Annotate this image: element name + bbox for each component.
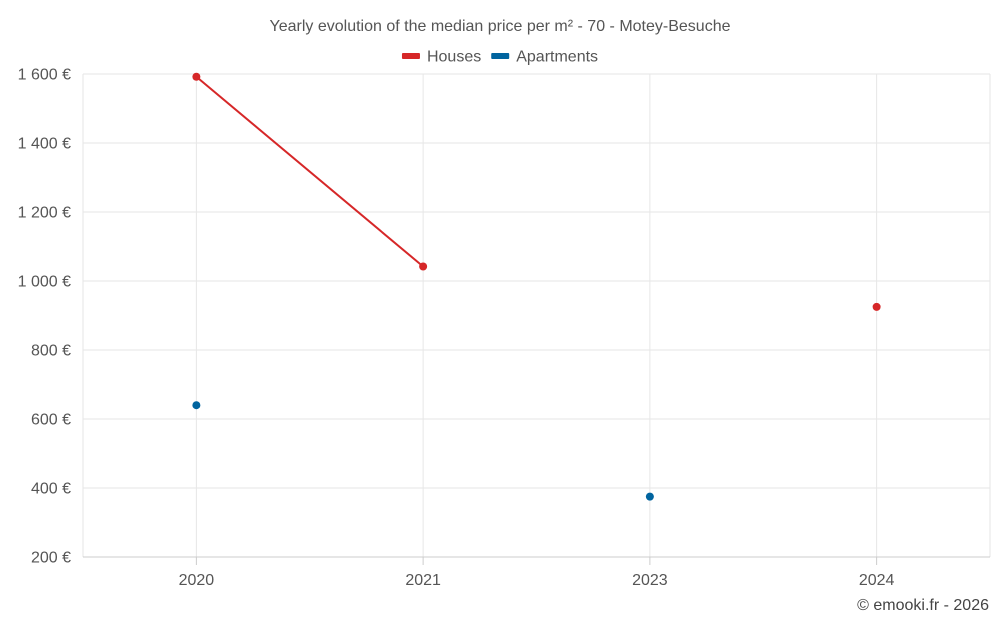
x-axis: 2020 2021 2023 2024 xyxy=(83,556,990,589)
chart-title: Yearly evolution of the median price per… xyxy=(270,18,731,35)
y-tick-label: 400 € xyxy=(31,481,71,498)
legend-item-apartments[interactable]: Apartments xyxy=(491,49,598,66)
data-point-apartments[interactable] xyxy=(192,401,201,410)
y-tick-label: 200 € xyxy=(31,550,71,567)
data-point-houses[interactable] xyxy=(192,72,201,81)
y-tick-label: 1 200 € xyxy=(18,205,71,222)
data-point-apartments[interactable] xyxy=(645,492,654,501)
legend-label: Houses xyxy=(427,49,481,66)
grid xyxy=(82,73,991,557)
series-line-houses xyxy=(195,75,424,268)
legend-swatch xyxy=(401,53,420,59)
data-point-houses[interactable] xyxy=(419,262,428,271)
y-axis: 200 € 400 € 600 € 800 € 1 000 € 1 200 € 1 400 … xyxy=(18,67,71,567)
y-tick-label: 600 € xyxy=(31,412,71,429)
legend-swatch xyxy=(491,53,510,59)
credit-text: © emooki.fr - 2026 xyxy=(857,597,989,614)
x-tick-label: 2021 xyxy=(405,572,441,589)
series-layer xyxy=(192,72,881,501)
legend-item-houses[interactable]: Houses xyxy=(401,49,481,66)
x-tick-label: 2024 xyxy=(859,572,895,589)
x-tick-label: 2020 xyxy=(179,572,215,589)
y-tick-label: 1 000 € xyxy=(18,274,71,291)
y-tick-label: 800 € xyxy=(31,343,71,360)
y-tick-label: 1 600 € xyxy=(18,67,71,84)
y-tick-label: 1 400 € xyxy=(18,136,71,153)
legend: Houses Apartments xyxy=(401,49,598,66)
data-point-houses[interactable] xyxy=(872,302,881,311)
x-tick-label: 2023 xyxy=(632,572,668,589)
legend-label: Apartments xyxy=(516,49,598,66)
